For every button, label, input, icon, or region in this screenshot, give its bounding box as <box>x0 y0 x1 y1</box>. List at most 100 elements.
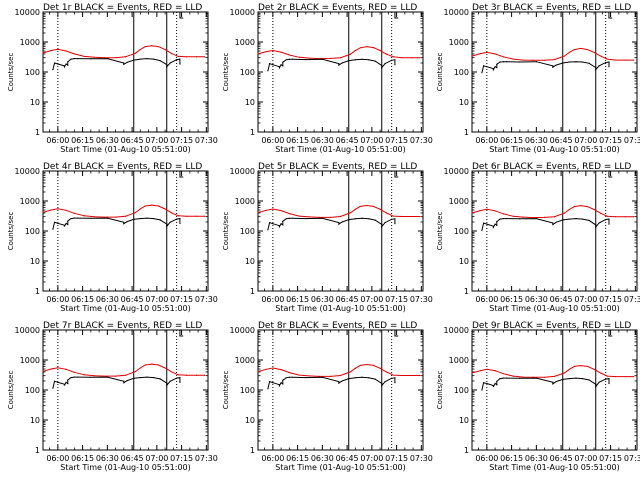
data-point <box>568 208 570 211</box>
data-point <box>50 368 52 370</box>
plot-frame <box>42 170 209 292</box>
data-point <box>552 223 554 226</box>
data-point <box>354 208 356 210</box>
x-tick-label: 07:15 <box>599 295 622 304</box>
x-tick-label: 07:30 <box>410 295 433 304</box>
data-point <box>272 208 274 210</box>
y-axis-label: Counts/sec <box>7 53 15 92</box>
y-tick-label: 10 <box>245 98 255 107</box>
data-point <box>63 65 66 67</box>
y-tick-label: 10000 <box>444 167 469 176</box>
data-point <box>134 212 136 214</box>
x-tick-label: 06:00 <box>475 136 498 145</box>
data-point <box>512 58 514 60</box>
data-point <box>285 59 287 61</box>
data-point <box>106 376 108 378</box>
data-point <box>341 62 343 64</box>
data-point <box>176 377 178 379</box>
data-point <box>282 220 284 222</box>
data-point <box>555 64 557 66</box>
x-tick-label: 07:30 <box>624 295 640 304</box>
data-point <box>195 374 198 376</box>
data-point <box>354 218 356 220</box>
data-point <box>372 364 375 367</box>
data-point <box>152 217 155 220</box>
data-point <box>52 69 54 71</box>
data-point <box>144 46 146 48</box>
data-point <box>492 67 495 70</box>
data-point <box>479 370 481 372</box>
data-point <box>608 218 610 220</box>
chart-title: Det 7r BLACK = Events, RED = LLD <box>43 321 202 331</box>
x-tick-label: 06:00 <box>261 295 284 304</box>
data-point <box>185 56 188 58</box>
data-point <box>123 223 125 225</box>
bracket-marker <box>179 12 184 19</box>
data-point <box>512 375 514 377</box>
data-point <box>573 48 575 51</box>
chart-panel: Det 5r BLACK = Events, RED = LLD 1 10 100 10… <box>222 162 433 313</box>
data-point <box>553 216 556 218</box>
data-point <box>77 376 79 378</box>
data-point <box>50 209 52 211</box>
series-line-lld <box>257 46 420 60</box>
data-point <box>144 205 146 207</box>
data-point <box>67 64 69 66</box>
data-point <box>575 377 577 379</box>
data-point <box>563 372 566 374</box>
series-line-lld <box>42 363 205 377</box>
x-tick-label: 06:00 <box>261 136 284 145</box>
data-point <box>496 221 498 223</box>
y-tick-label: 100 <box>240 227 255 236</box>
data-point <box>177 215 179 217</box>
data-point <box>338 64 340 66</box>
data-point <box>77 217 79 219</box>
bracket-marker <box>608 330 613 337</box>
data-point <box>532 59 534 61</box>
data-point <box>494 53 496 55</box>
x-axis-label: Start Time (01-Aug-10 05:51:00) <box>489 145 620 154</box>
x-tick-label: 07:30 <box>624 136 640 145</box>
data-point <box>372 205 375 208</box>
data-point <box>581 218 584 220</box>
data-point <box>133 218 135 220</box>
data-point <box>506 61 508 63</box>
data-point <box>42 370 44 372</box>
data-point <box>52 228 54 230</box>
data-point <box>65 50 67 52</box>
data-point <box>268 381 271 383</box>
data-point <box>124 374 127 376</box>
data-point <box>384 222 386 224</box>
data-point <box>624 216 627 218</box>
data-point <box>159 59 161 62</box>
data-point <box>349 371 351 373</box>
data-point <box>285 377 287 379</box>
data-point <box>506 377 508 379</box>
data-point <box>282 379 284 381</box>
x-axis-label: Start Time (01-Aug-10 05:51:00) <box>489 304 620 313</box>
data-point <box>330 216 332 218</box>
data-point <box>280 382 282 384</box>
data-point <box>374 219 376 221</box>
data-point <box>139 58 141 60</box>
data-point <box>608 66 610 68</box>
data-point <box>166 64 168 66</box>
data-point <box>265 209 267 211</box>
data-point <box>392 215 394 217</box>
data-point <box>482 382 485 384</box>
data-point <box>185 215 188 217</box>
data-point <box>282 224 284 226</box>
data-point <box>486 368 488 370</box>
data-point <box>522 59 524 61</box>
data-point <box>144 364 146 366</box>
data-point <box>282 383 284 385</box>
data-point <box>492 225 495 227</box>
data-point <box>308 57 310 59</box>
data-point <box>394 382 396 384</box>
data-point <box>372 47 375 49</box>
data-point <box>419 215 421 218</box>
x-tick-label: 06:30 <box>96 136 119 145</box>
data-point <box>598 65 600 67</box>
x-tick-label: 07:30 <box>195 136 218 145</box>
